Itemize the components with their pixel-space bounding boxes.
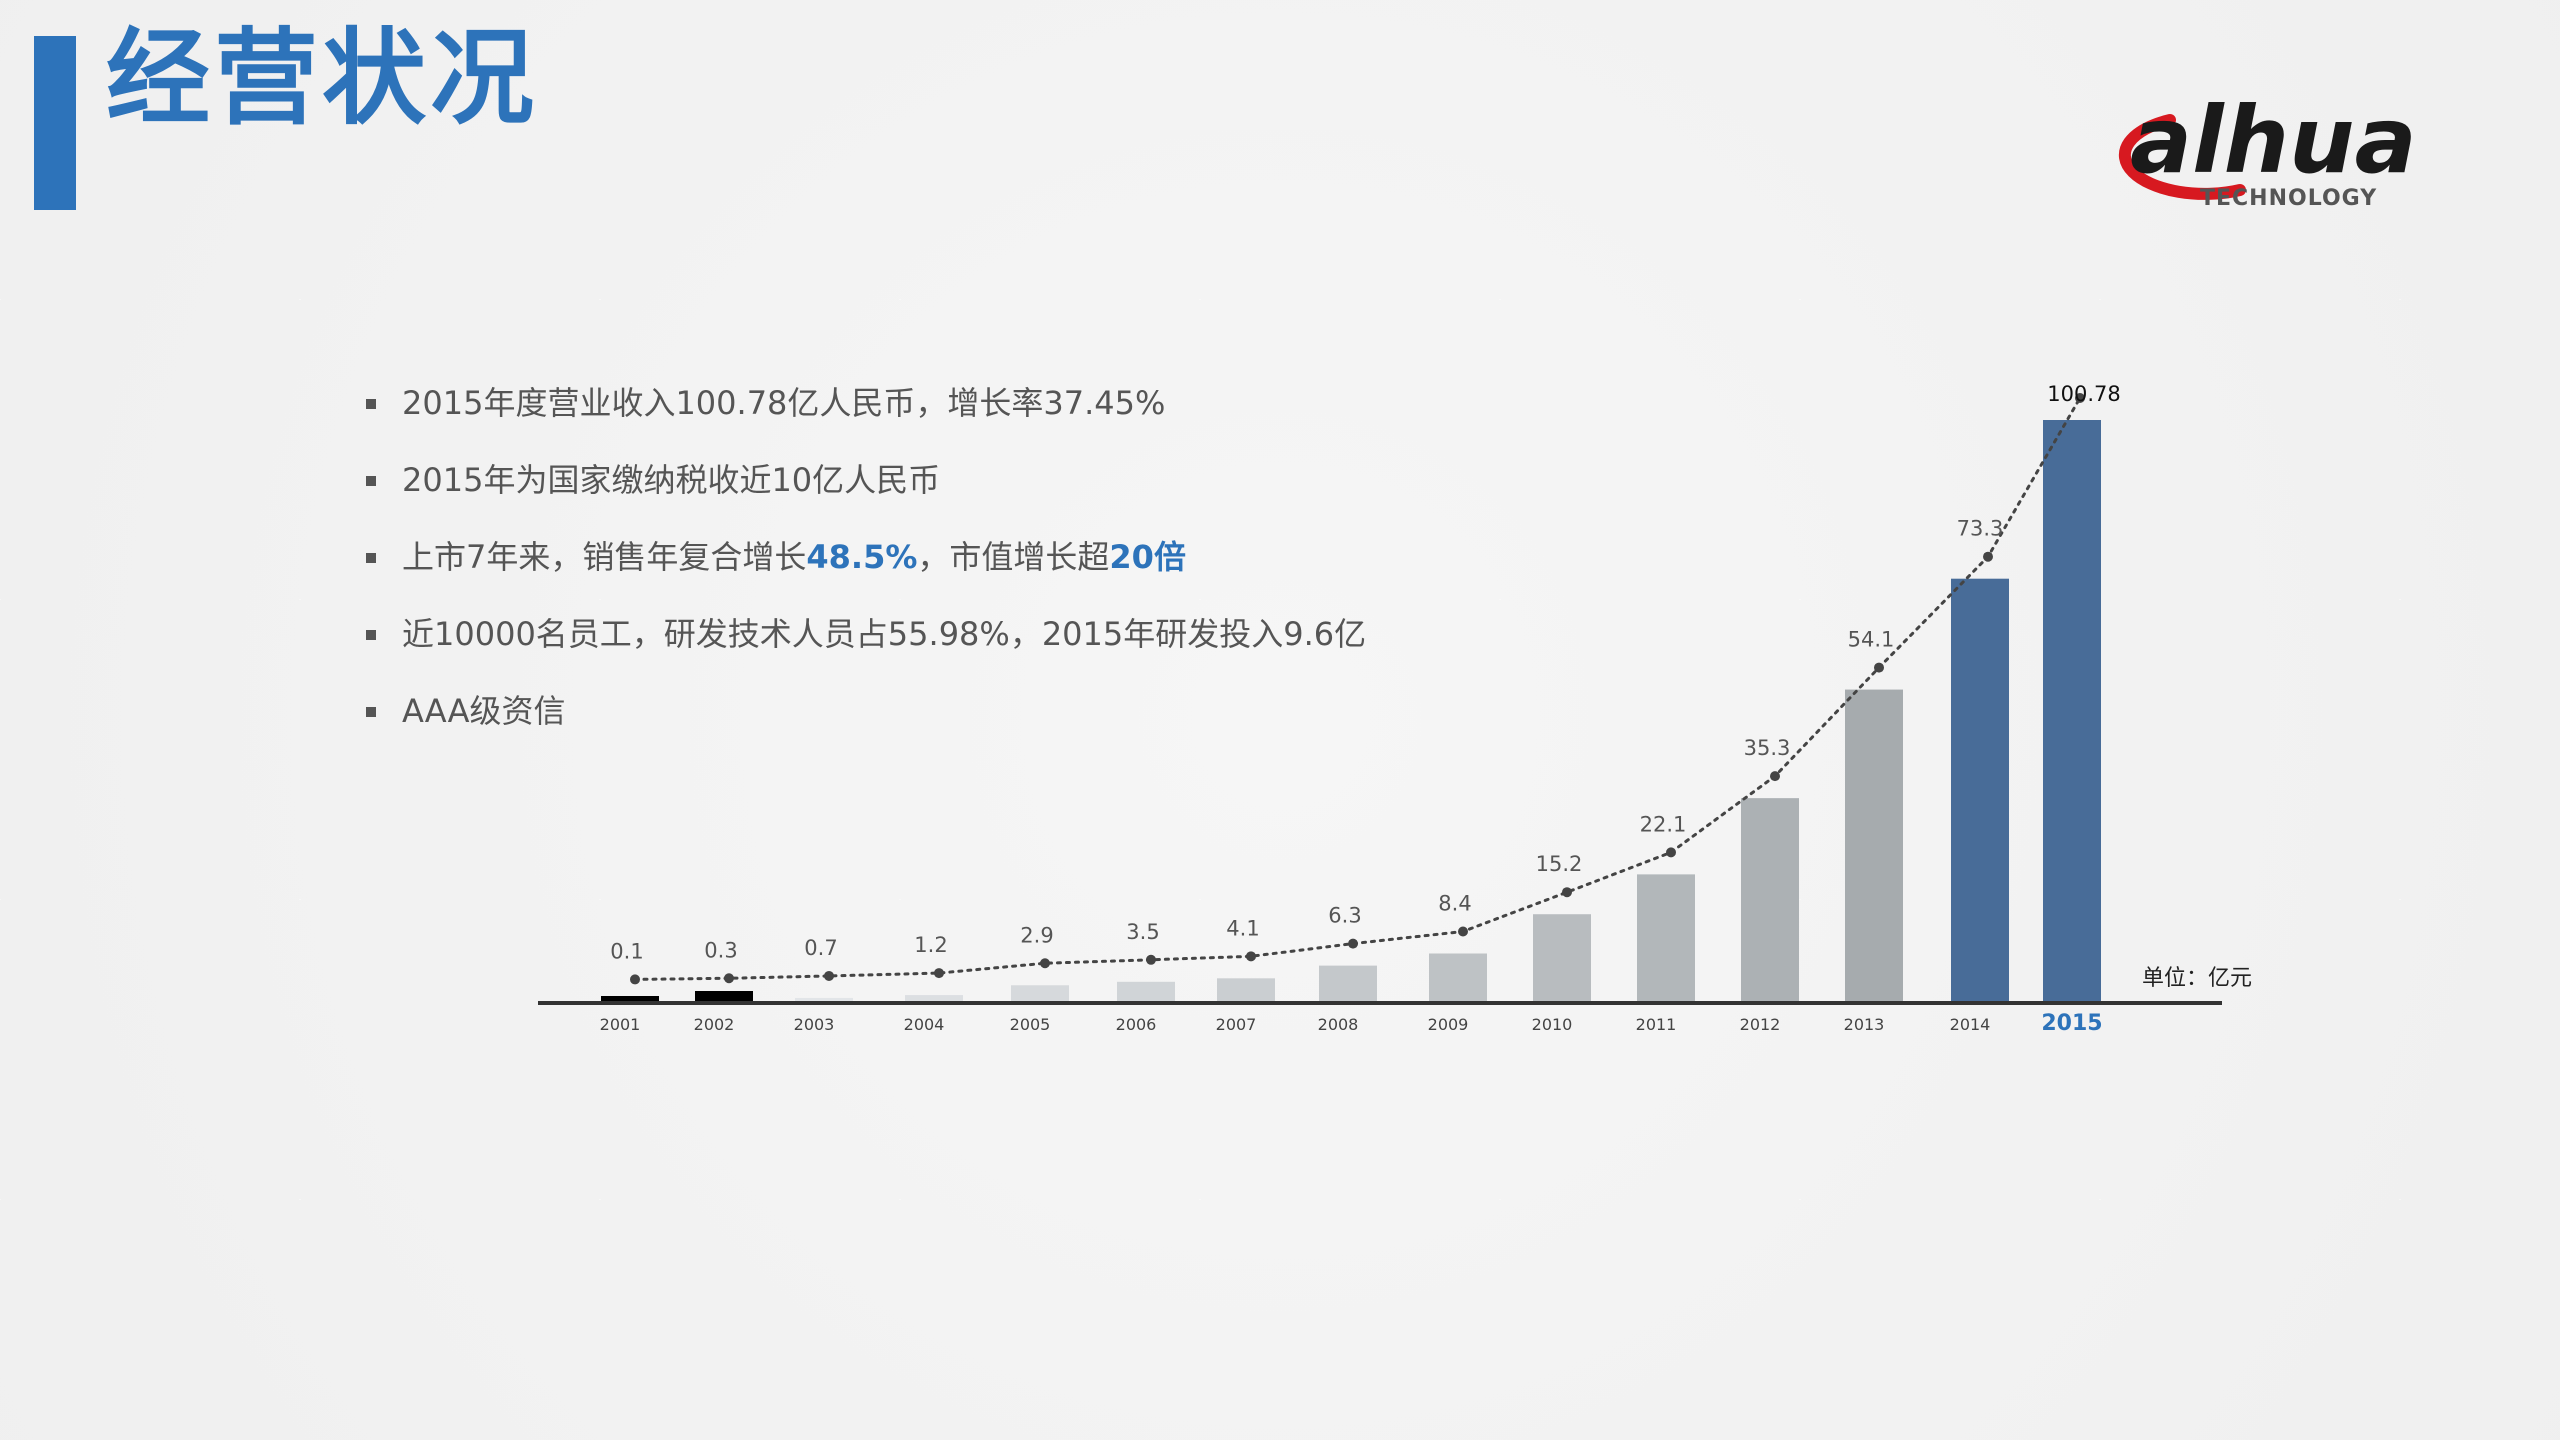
trend-point-2013 bbox=[1874, 662, 1884, 673]
bar-2010 bbox=[1533, 914, 1591, 1002]
trend-point-2004 bbox=[934, 968, 944, 979]
x-tick-label-2002: 2002 bbox=[694, 1015, 735, 1034]
bar-2008 bbox=[1319, 965, 1377, 1002]
value-label-2011: 22.1 bbox=[1640, 812, 1687, 836]
value-label-2004: 1.2 bbox=[914, 933, 947, 957]
bullet-item: 近10000名员工，研发技术人员占55.98%，2015年研发投入9.6亿 bbox=[364, 606, 1464, 683]
bar-2012 bbox=[1741, 798, 1799, 1002]
x-tick-label-2007: 2007 bbox=[1216, 1015, 1257, 1034]
bullet-highlight: 48.5% bbox=[806, 538, 918, 576]
bullet-item: 2015年度营业收入100.78亿人民币，增长率37.45% bbox=[364, 375, 1464, 452]
x-tick-label-2004: 2004 bbox=[904, 1015, 945, 1034]
value-label-2008: 6.3 bbox=[1328, 904, 1361, 928]
trend-point-2010 bbox=[1562, 887, 1572, 898]
bullet-marker bbox=[366, 553, 376, 563]
bullet-text: AAA级资信 bbox=[402, 692, 566, 730]
bar-2011 bbox=[1637, 874, 1695, 1002]
bullet-text: 近10000名员工，研发技术人员占55.98%，2015年研发投入9.6亿 bbox=[402, 615, 1367, 653]
bar-2001 bbox=[601, 996, 659, 1002]
value-label-2009: 8.4 bbox=[1438, 891, 1471, 915]
bullet-text: 上市7年来，销售年复合增长 bbox=[402, 538, 807, 576]
x-tick-label-2011: 2011 bbox=[1636, 1015, 1677, 1034]
trend-point-2002 bbox=[724, 973, 734, 984]
bullet-text: ，市值增长超 bbox=[917, 538, 1110, 576]
bullet-marker bbox=[366, 630, 376, 640]
x-tick-label-2008: 2008 bbox=[1318, 1015, 1359, 1034]
bullet-marker bbox=[366, 476, 376, 486]
trend-point-2015 bbox=[2075, 393, 2085, 403]
bullet-highlight: 20倍 bbox=[1109, 538, 1186, 576]
bar-2015 bbox=[2043, 420, 2101, 1002]
value-label-2015: 100.78 bbox=[2047, 382, 2120, 406]
value-label-2012: 35.3 bbox=[1744, 736, 1791, 760]
trend-point-2014 bbox=[1983, 551, 1993, 562]
trend-point-2008 bbox=[1348, 938, 1358, 949]
title-accent-bar bbox=[34, 36, 76, 210]
bar-2007 bbox=[1217, 978, 1275, 1002]
bar-2006 bbox=[1117, 981, 1175, 1002]
logo-tagline: TECHNOLOGY bbox=[2200, 186, 2377, 211]
x-tick-label-2003: 2003 bbox=[794, 1015, 835, 1034]
x-tick-label-2005: 2005 bbox=[1010, 1015, 1051, 1034]
bar-2005 bbox=[1011, 985, 1069, 1002]
bullet-item: 2015年为国家缴纳税收近10亿人民币 bbox=[364, 452, 1464, 529]
x-tick-labels: 2001 2002 2003 2004 2005 2006 2007 2008 2009 2010… bbox=[600, 1011, 2103, 1036]
bullet-text: 2015年度营业收入100.78亿人民币，增长率37.45% bbox=[402, 384, 1166, 422]
value-label-2014: 73.3 bbox=[1957, 517, 2004, 541]
value-label-2010: 15.2 bbox=[1536, 852, 1583, 876]
trend-point-2011 bbox=[1666, 847, 1676, 858]
bullet-marker bbox=[366, 399, 376, 409]
bullet-item: 上市7年来，销售年复合增长48.5%，市值增长超20倍 bbox=[364, 529, 1464, 606]
value-label-2001: 0.1 bbox=[610, 939, 643, 963]
chart-bars bbox=[601, 420, 2101, 1002]
value-label-2003: 0.7 bbox=[804, 936, 837, 960]
logo-ring-icon bbox=[2118, 114, 2246, 200]
bar-2013 bbox=[1845, 689, 1903, 1002]
trend-point-2006 bbox=[1146, 954, 1156, 965]
company-logo: alhua TECHNOLOGY bbox=[2118, 87, 2417, 211]
bar-2003 bbox=[795, 997, 853, 1002]
value-labels: 0.1 0.3 0.7 1.2 2.9 3.5 4.1 6.3 8.4 15.2 22.1 35.3 5… bbox=[610, 382, 2120, 963]
x-tick-label-2009: 2009 bbox=[1428, 1015, 1469, 1034]
x-tick-label-2001: 2001 bbox=[600, 1015, 641, 1034]
bar-2004 bbox=[905, 995, 963, 1002]
trend-points bbox=[630, 393, 2085, 985]
bullet-item: AAA级资信 bbox=[364, 683, 1464, 760]
x-tick-label-2014: 2014 bbox=[1950, 1015, 1991, 1034]
bullet-marker bbox=[366, 707, 376, 717]
trend-point-2003 bbox=[824, 970, 834, 981]
trend-point-2007 bbox=[1246, 951, 1256, 962]
page-title: 经营状况 bbox=[106, 17, 539, 139]
bullet-list: 2015年度营业收入100.78亿人民币，增长率37.45% 2015年为国家缴纳… bbox=[364, 375, 1464, 760]
bar-2009 bbox=[1429, 953, 1487, 1002]
bar-2002 bbox=[695, 991, 753, 1002]
trend-point-2005 bbox=[1040, 958, 1050, 969]
value-label-2005: 2.9 bbox=[1020, 923, 1053, 947]
x-tick-label-2006: 2006 bbox=[1116, 1015, 1157, 1034]
bar-2014 bbox=[1951, 578, 2009, 1002]
value-label-2013: 54.1 bbox=[1848, 628, 1895, 652]
value-label-2006: 3.5 bbox=[1126, 920, 1159, 944]
unit-label: 单位：亿元 bbox=[2142, 966, 2252, 991]
trend-point-2012 bbox=[1770, 771, 1780, 782]
bullet-text: 2015年为国家缴纳税收近10亿人民币 bbox=[402, 461, 941, 499]
x-tick-label-2013: 2013 bbox=[1844, 1015, 1885, 1034]
x-tick-label-2015: 2015 bbox=[2041, 1011, 2102, 1036]
x-tick-label-2010: 2010 bbox=[1532, 1015, 1573, 1034]
value-label-2002: 0.3 bbox=[704, 938, 737, 962]
trend-point-2001 bbox=[630, 974, 640, 985]
trend-point-2009 bbox=[1458, 926, 1468, 937]
x-tick-label-2012: 2012 bbox=[1740, 1015, 1781, 1034]
value-label-2007: 4.1 bbox=[1226, 916, 1259, 940]
logo-brand-text: alhua bbox=[2130, 87, 2417, 194]
